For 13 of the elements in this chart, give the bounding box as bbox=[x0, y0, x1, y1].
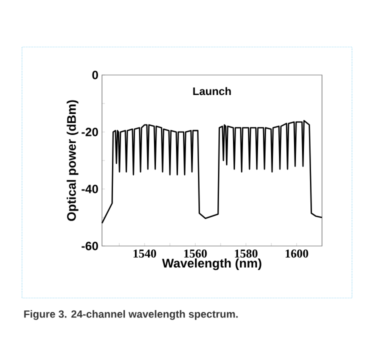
y-tick-label: 0 bbox=[92, 70, 98, 80]
caption: Figure 3. 24-channel wavelength spectrum. bbox=[24, 310, 238, 320]
line-series bbox=[101, 120, 323, 224]
x-tick-label: 1560 bbox=[184, 250, 207, 258]
x-tick-label: 1600 bbox=[286, 250, 308, 258]
x-tick-label: 1580 bbox=[234, 250, 258, 258]
x-tick-label: 1540 bbox=[134, 250, 156, 258]
y-tick-label: -40 bbox=[82, 184, 98, 194]
annotation: Launch bbox=[193, 87, 231, 96]
x-axis-title: Wavelength (nm) bbox=[162, 258, 262, 270]
y-tick-label: -60 bbox=[82, 242, 98, 250]
y-axis-title: Optical power (dBm) bbox=[66, 100, 78, 221]
y-tick-label: -20 bbox=[82, 128, 98, 136]
